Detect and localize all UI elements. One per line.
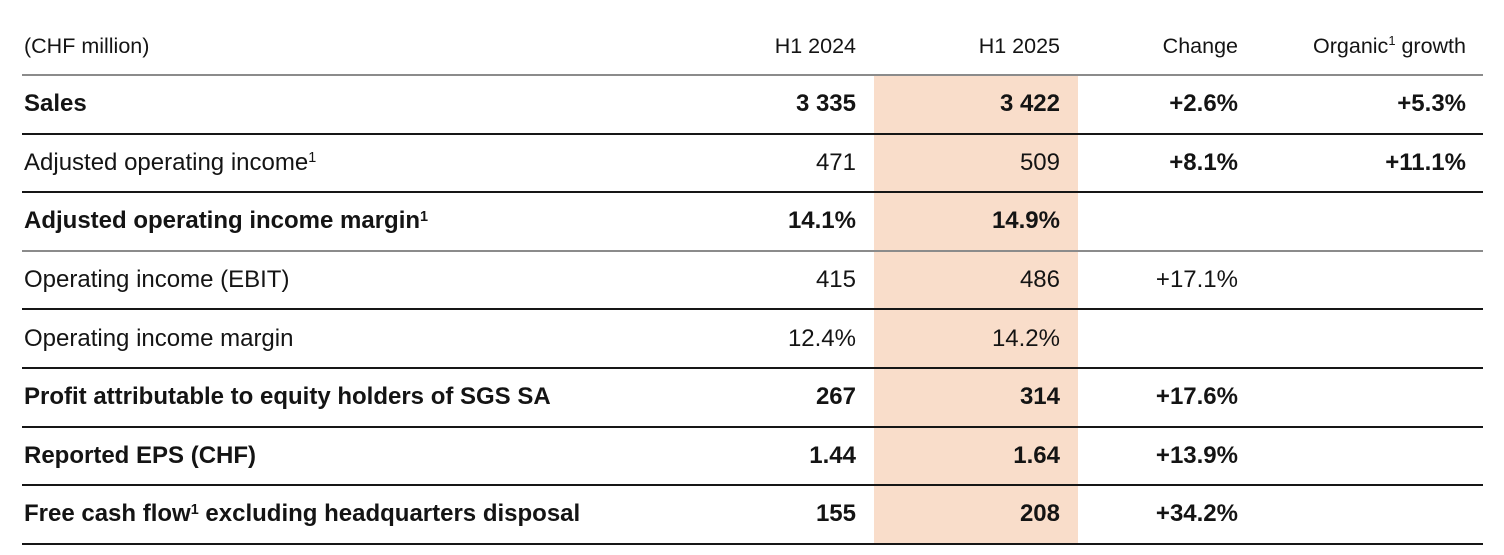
cell-h1-2024: 415 [744, 250, 874, 311]
row-label-text: Reported EPS (CHF) [24, 441, 257, 469]
row-label-footnote: 1 [420, 208, 429, 225]
row-label-footnote: 1 [308, 149, 317, 166]
cell-h1-2025: 1.64 [874, 426, 1078, 487]
row-label: Sales [22, 75, 744, 135]
cell-organic-growth [1255, 250, 1483, 311]
row-label-text: Operating income (EBIT) [24, 266, 290, 294]
cell-h1-2024: 12.4% [744, 309, 874, 369]
row-label: Adjusted operating income1 [22, 133, 744, 194]
column-header-unit: (CHF million) [22, 0, 744, 76]
cell-h1-2024: 3 335 [744, 75, 874, 135]
table-row-adjusted-operating-income-margin: Adjusted operating income margin1 14.1% … [22, 192, 1483, 252]
cell-change: +17.6% [1078, 367, 1255, 428]
row-label-text: Adjusted operating income [24, 148, 309, 176]
cell-h1-2025: 208 [874, 485, 1078, 545]
row-label: Profit attributable to equity holders of… [22, 367, 744, 428]
cell-organic-growth [1255, 192, 1483, 252]
table-row-operating-income-margin: Operating income margin 12.4% 14.2% [22, 309, 1483, 369]
row-label: Free cash flow1 excluding headquarters d… [22, 485, 744, 545]
cell-h1-2024: 471 [744, 133, 874, 194]
cell-h1-2024: 14.1% [744, 192, 874, 252]
column-header-organic-growth: Organic1 growth [1255, 0, 1483, 76]
row-label-text: Adjusted operating income margin [24, 207, 421, 235]
cell-change: +2.6% [1078, 75, 1255, 135]
table-header-row: (CHF million) H1 2024 H1 2025 Change Org… [22, 0, 1483, 76]
row-label: Adjusted operating income margin1 [22, 192, 744, 252]
cell-h1-2025: 314 [874, 367, 1078, 428]
cell-h1-2025: 509 [874, 133, 1078, 194]
row-label-text: Operating income margin [24, 324, 294, 352]
cell-change: +34.2% [1078, 485, 1255, 545]
cell-h1-2025: 14.2% [874, 309, 1078, 369]
cell-organic-growth [1255, 426, 1483, 487]
cell-h1-2024: 267 [744, 367, 874, 428]
table-row-reported-eps: Reported EPS (CHF) 1.44 1.64 +13.9% [22, 426, 1483, 487]
cell-h1-2024: 155 [744, 485, 874, 545]
cell-organic-growth [1255, 367, 1483, 428]
column-header-change: Change [1078, 0, 1255, 76]
row-label-text: Free cash flow [24, 500, 191, 528]
organic-header-text: Organic [1313, 33, 1389, 58]
cell-organic-growth [1255, 309, 1483, 369]
table-row-free-cash-flow: Free cash flow1 excluding headquarters d… [22, 485, 1483, 545]
cell-change [1078, 309, 1255, 369]
cell-change: +13.9% [1078, 426, 1255, 487]
column-header-h1-2025: H1 2025 [874, 0, 1078, 76]
table-row-sales: Sales 3 335 3 422 +2.6% +5.3% [22, 75, 1483, 135]
table-row-operating-income-ebit: Operating income (EBIT) 415 486 +17.1% [22, 250, 1483, 311]
row-label-suffix: excluding headquarters disposal [198, 500, 581, 528]
table-row-adjusted-operating-income: Adjusted operating income1 471 509 +8.1%… [22, 133, 1483, 194]
financial-results-table: (CHF million) H1 2024 H1 2025 Change Org… [22, 0, 1483, 545]
cell-h1-2025: 14.9% [874, 192, 1078, 252]
cell-h1-2024: 1.44 [744, 426, 874, 487]
row-label-text: Sales [24, 90, 87, 118]
cell-organic-growth [1255, 485, 1483, 545]
row-label-footnote: 1 [190, 501, 199, 518]
row-label: Operating income (EBIT) [22, 250, 744, 311]
cell-organic-growth: +5.3% [1255, 75, 1483, 135]
table-row-profit-attributable: Profit attributable to equity holders of… [22, 367, 1483, 428]
row-label: Operating income margin [22, 309, 744, 369]
column-header-h1-2024: H1 2024 [744, 0, 874, 76]
cell-change: +8.1% [1078, 133, 1255, 194]
row-label: Reported EPS (CHF) [22, 426, 744, 487]
cell-h1-2025: 486 [874, 250, 1078, 311]
row-label-text: Profit attributable to equity holders of… [24, 383, 551, 411]
financial-results-table-wrap: (CHF million) H1 2024 H1 2025 Change Org… [22, 0, 1483, 545]
cell-change: +17.1% [1078, 250, 1255, 311]
cell-change [1078, 192, 1255, 252]
cell-organic-growth: +11.1% [1255, 133, 1483, 194]
organic-header-suffix: growth [1395, 33, 1466, 58]
organic-header-footnote: 1 [1388, 33, 1396, 49]
cell-h1-2025: 3 422 [874, 75, 1078, 135]
